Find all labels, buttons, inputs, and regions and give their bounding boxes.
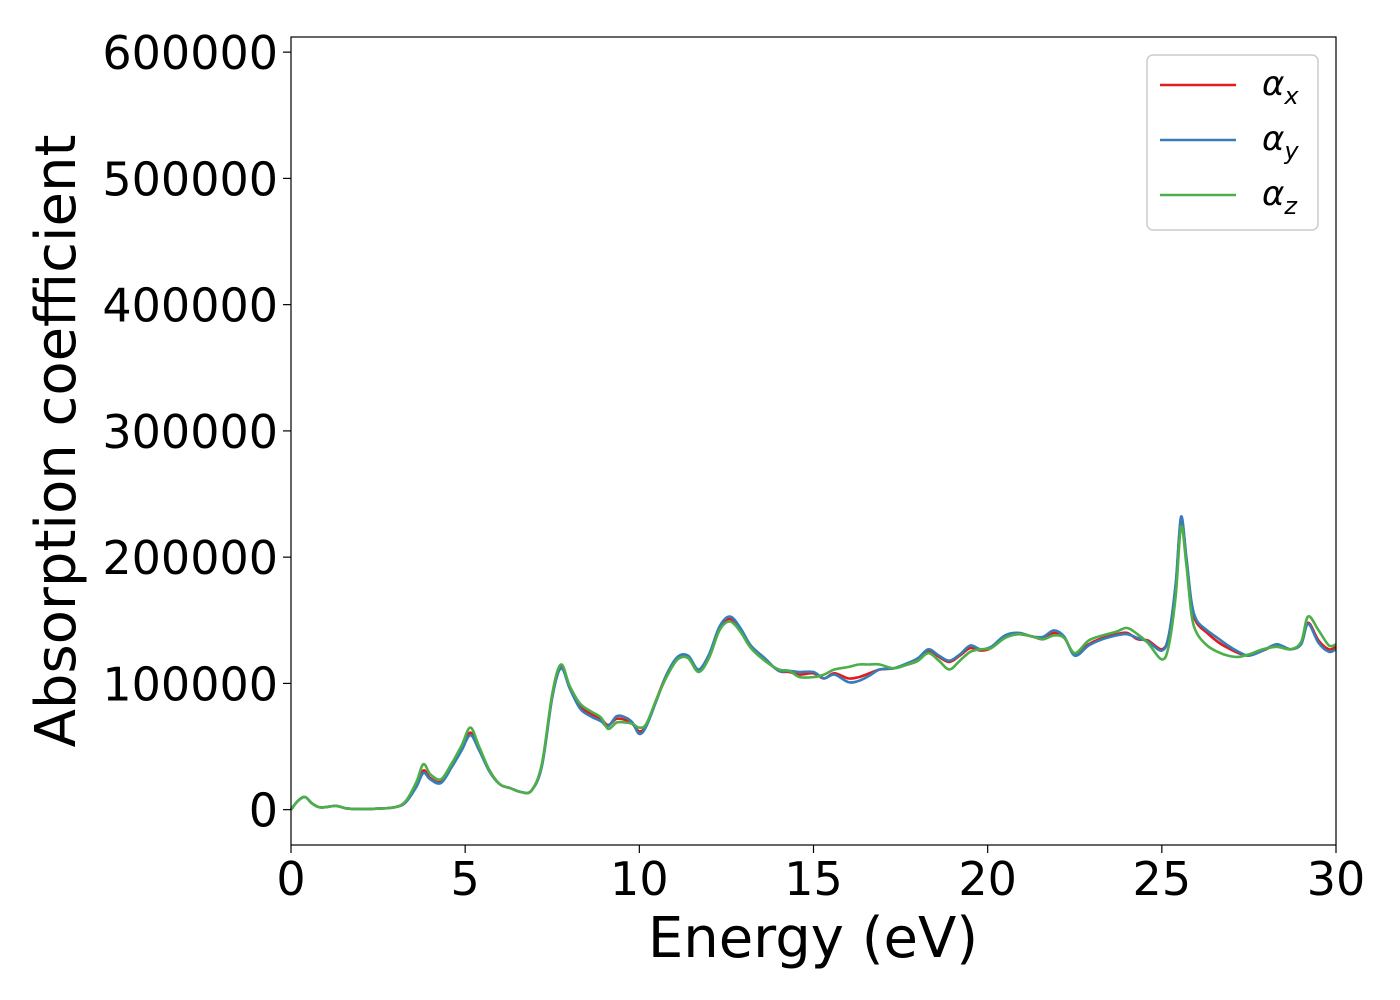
legend-subscript: y	[1283, 137, 1299, 165]
y-tick-label: 400000	[102, 279, 278, 333]
y-tick-label: 500000	[102, 152, 278, 206]
legend-symbol: α	[1262, 174, 1284, 214]
y-tick-label: 100000	[102, 657, 278, 711]
x-tick-label: 5	[451, 852, 480, 906]
series-line-z	[289, 525, 1337, 811]
x-axis-title: Energy (eV)	[648, 906, 978, 971]
x-tick-label: 25	[1133, 852, 1192, 906]
legend-subscript: x	[1283, 82, 1299, 110]
legend-label-z: αz	[1262, 174, 1298, 220]
y-tick-label: 600000	[102, 26, 278, 80]
x-tick-label: 20	[958, 852, 1017, 906]
y-tick-label: 200000	[102, 531, 278, 585]
legend-box	[1146, 54, 1319, 231]
y-axis-ticks: 0 100000 200000 300000 400000 500000 600000	[102, 26, 291, 838]
x-tick-label: 30	[1307, 852, 1366, 906]
series-lines	[289, 515, 1337, 811]
x-tick-label: 15	[784, 852, 843, 906]
legend-symbol: α	[1262, 64, 1284, 104]
legend-symbol: α	[1262, 119, 1284, 159]
legend-subscript: z	[1283, 192, 1298, 220]
legend-label-y: αy	[1262, 119, 1299, 165]
x-axis-ticks: 0 5 10 15 20 25 30	[276, 845, 1365, 906]
legend-label-x: αx	[1262, 64, 1299, 110]
x-tick-label: 0	[276, 852, 305, 906]
y-tick-label: 300000	[102, 405, 278, 459]
y-tick-label: 0	[249, 784, 278, 838]
y-axis-title: Absorption coefficient	[24, 135, 89, 748]
x-tick-label: 10	[610, 852, 669, 906]
